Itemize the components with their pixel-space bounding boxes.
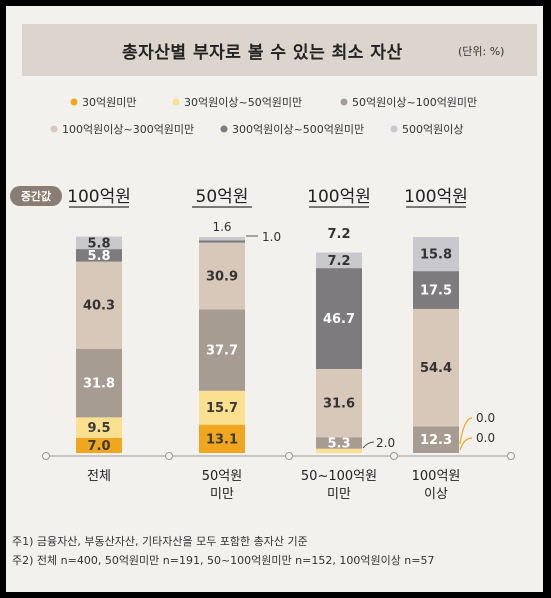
bar-4-label-5: 17.5: [420, 284, 452, 299]
bar-2-label-5: 1.0: [262, 230, 281, 244]
bar-1-segment-4: [76, 261, 122, 349]
bar-3-segment-2: [316, 448, 362, 453]
legend-label-1: 30억원미만: [82, 96, 136, 109]
bar-4-label-6: 15.8: [420, 248, 452, 263]
bar-4-label-3: 12.3: [420, 433, 452, 448]
bar-2-segment-3: [199, 309, 245, 391]
median-tag-pill: [10, 186, 62, 206]
bar-3-callout-2: [362, 441, 375, 449]
category-label-4-2: 이상: [424, 487, 448, 502]
axis-node-1: [42, 452, 50, 460]
bar-1-segment-2: [76, 417, 122, 438]
stacked-bar-chart: 30억원미만 30억원이상~50억원미만 50억원이상~100억원미만100억원이상…: [10, 96, 515, 502]
bar-1-segment-1: [76, 437, 122, 453]
bar-3-extra-label: 7.2: [327, 227, 350, 242]
legend-label-3: 50억원이상~100억원미만: [352, 96, 477, 109]
bar-2-label-1: 13.1: [206, 432, 238, 447]
bar-3-label-3: 5.3: [327, 436, 350, 451]
bar-3-segment-6: [316, 252, 362, 269]
bar-2-segment-1: [199, 424, 245, 453]
bar-1-label-4: 40.3: [83, 299, 115, 314]
legend-swatch-3: [340, 98, 348, 106]
bar-2-segment-5: [199, 240, 245, 243]
category-label-1-1: 전체: [87, 469, 111, 484]
unit-label: (단위: %): [458, 45, 505, 58]
bar-2-segment-4: [199, 242, 245, 310]
category-label-3-2: 미만: [327, 487, 351, 502]
legend-label-5: 300억원이상~500억원미만: [232, 123, 364, 136]
bar-3-label-6: 7.2: [327, 254, 350, 269]
bar-2-label-6: 1.6: [212, 220, 231, 234]
bar-2-label-4: 30.9: [206, 269, 238, 284]
category-label-2-1: 50억원: [202, 469, 242, 484]
legend-swatch-6: [390, 125, 398, 133]
axis-node-4: [390, 452, 398, 460]
bar-4-label-4: 54.4: [420, 361, 452, 376]
bar-4-segment-3: [413, 426, 459, 453]
bar-4-segment-6: [413, 237, 459, 272]
bar-4-callout-2: [459, 417, 473, 445]
bar-3-label-4: 31.6: [323, 397, 355, 412]
median-value-1: 100억원: [67, 187, 131, 207]
chart-title: 총자산별 부자로 볼 수 있는 최소 자산: [122, 43, 403, 63]
legend-label-2: 30억원이상~50억원미만: [184, 96, 302, 109]
bar-1-label-5: 5.8: [87, 249, 110, 264]
bar-3-segment-3: [316, 437, 362, 449]
legend-swatch-2: [172, 98, 180, 106]
axis-node-3: [285, 452, 293, 460]
bar-1-segment-3: [76, 348, 122, 418]
bar-1-label-2: 9.5: [87, 421, 110, 436]
bar-2-label-3: 37.7: [206, 344, 238, 359]
axis-node-2: [165, 452, 173, 460]
category-label-3-1: 50~100억원: [301, 469, 377, 484]
bar-1-label-3: 31.8: [83, 377, 115, 392]
median-tag-text: 중간값: [21, 189, 51, 203]
bar-3-label-5: 46.7: [323, 312, 355, 327]
title-bar: 총자산별 부자로 볼 수 있는 최소 자산 (단위: %): [22, 24, 537, 76]
median-value-2: 50억원: [196, 187, 249, 207]
median-value-3: 100억원: [307, 187, 371, 207]
bar-1-segment-6: [76, 236, 122, 250]
bar-4-label-2: 0.0: [476, 411, 495, 425]
bar-1-label-6: 5.8: [87, 236, 110, 251]
bar-2-segment-2: [199, 390, 245, 425]
legend-swatch-5: [220, 125, 228, 133]
bar-4-segment-5: [413, 271, 459, 309]
axis-node-5: [507, 452, 515, 460]
bar-1-segment-5: [76, 249, 122, 262]
median-value-4: 100억원: [404, 187, 468, 207]
bar-1-label-1: 7.0: [87, 439, 110, 454]
bar-3-label-2: 2.0: [376, 436, 395, 450]
legend-swatch-4: [50, 125, 58, 133]
category-label-2-2: 미만: [210, 487, 234, 502]
legend-swatch-1: [70, 98, 78, 106]
bar-4-callout-1: [459, 437, 473, 451]
footnote-1: 주1) 금융자산, 부동산자산, 기타자산을 모두 포함한 총자산 기준: [12, 535, 308, 548]
bar-4-label-1: 0.0: [476, 431, 495, 445]
bar-3-segment-4: [316, 368, 362, 438]
bar-3-segment-5: [316, 268, 362, 369]
bar-2-label-2: 15.7: [206, 401, 238, 416]
legend-label-4: 100억원이상~300억원미만: [62, 123, 194, 136]
footnote-2: 주2) 전체 n=400, 50억원미만 n=191, 50~100억원미만 n…: [12, 554, 435, 567]
bar-4-segment-4: [413, 308, 459, 427]
category-label-4-1: 100억원: [412, 469, 461, 484]
legend-label-6: 500억원이상: [402, 123, 463, 136]
bar-2-segment-6: [199, 237, 245, 241]
